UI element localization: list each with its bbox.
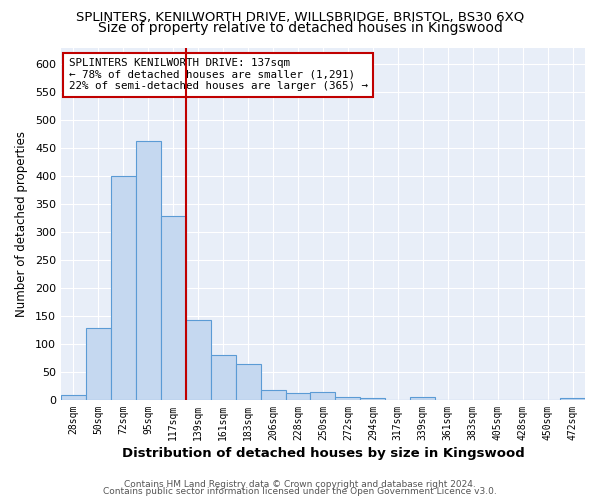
Bar xyxy=(410,397,435,400)
Bar xyxy=(86,328,111,400)
Bar xyxy=(260,390,286,400)
Text: SPLINTERS, KENILWORTH DRIVE, WILLSBRIDGE, BRISTOL, BS30 6XQ: SPLINTERS, KENILWORTH DRIVE, WILLSBRIDGE… xyxy=(76,11,524,24)
Bar xyxy=(335,396,361,400)
Text: SPLINTERS KENILWORTH DRIVE: 137sqm
← 78% of detached houses are smaller (1,291)
: SPLINTERS KENILWORTH DRIVE: 137sqm ← 78%… xyxy=(69,58,368,92)
X-axis label: Distribution of detached houses by size in Kingswood: Distribution of detached houses by size … xyxy=(122,447,524,460)
Text: Contains public sector information licensed under the Open Government Licence v3: Contains public sector information licen… xyxy=(103,487,497,496)
Bar xyxy=(560,398,585,400)
Bar xyxy=(186,320,211,400)
Y-axis label: Number of detached properties: Number of detached properties xyxy=(15,130,28,316)
Bar xyxy=(211,355,236,400)
Bar xyxy=(286,392,310,400)
Bar xyxy=(361,398,385,400)
Bar xyxy=(236,364,260,400)
Bar xyxy=(136,142,161,400)
Bar xyxy=(161,216,186,400)
Bar xyxy=(310,392,335,400)
Bar xyxy=(61,396,86,400)
Text: Size of property relative to detached houses in Kingswood: Size of property relative to detached ho… xyxy=(98,21,502,35)
Text: Contains HM Land Registry data © Crown copyright and database right 2024.: Contains HM Land Registry data © Crown c… xyxy=(124,480,476,489)
Bar xyxy=(111,176,136,400)
